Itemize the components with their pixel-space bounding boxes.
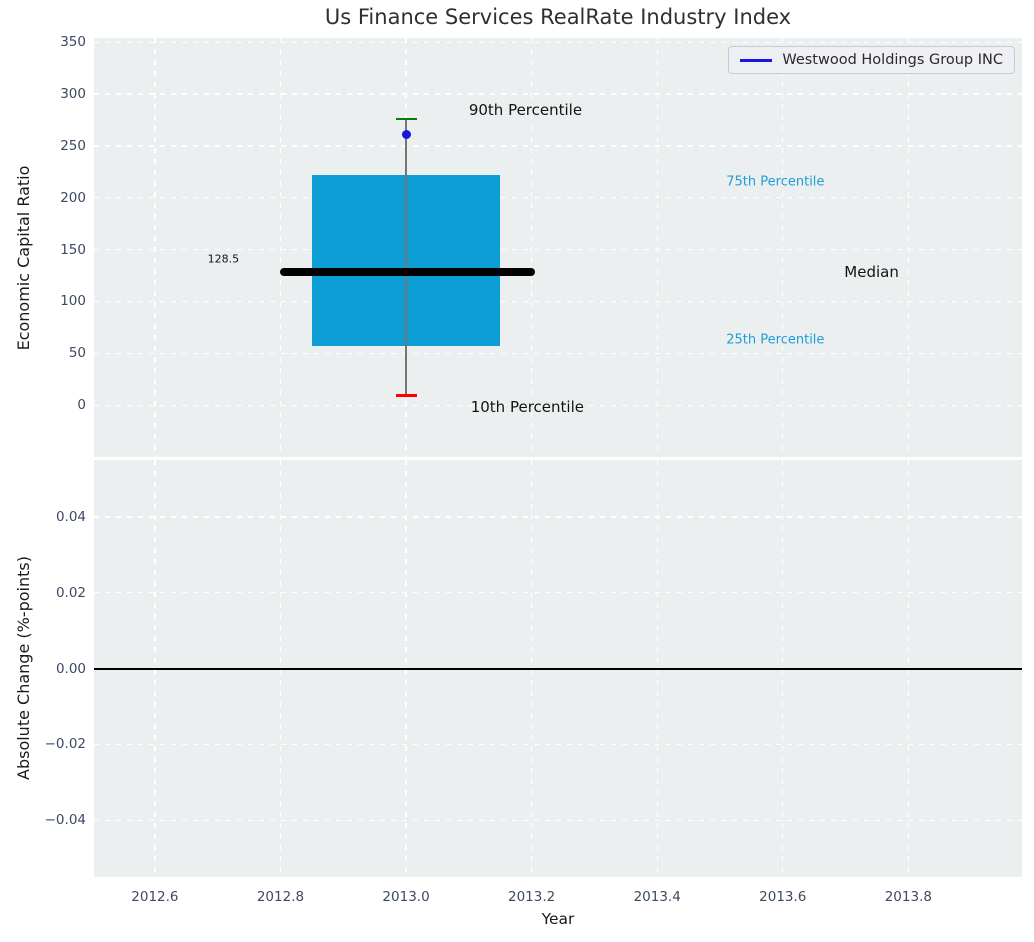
y-gridline [94, 592, 1022, 594]
y-gridline [94, 300, 1022, 303]
y-tick-label: 150 [60, 241, 86, 258]
y-gridline [94, 41, 1022, 43]
x-tick-label: 2013.0 [382, 889, 430, 905]
y-tick-label: 350 [60, 34, 86, 51]
annotation-median: Median [844, 262, 899, 281]
x-tick-label: 2012.8 [256, 889, 305, 905]
zero-line [94, 667, 1022, 670]
company-point-dot [401, 129, 411, 139]
whisker-line [405, 118, 407, 396]
economic-capital-ratio-panel: 128.5 90th Percentile 10th Percentile 75th … [94, 38, 1022, 457]
y-tick-label: 0.02 [55, 584, 86, 601]
y-tick-label: 0 [77, 397, 86, 414]
y-gridline [94, 248, 1022, 251]
legend-series-label: Westwood Holdings Group INC [782, 52, 1003, 68]
y-tick-label: 0.04 [55, 508, 86, 525]
annotation-128-5: 128.5 [207, 252, 240, 266]
annotation-25th-percentile: 25th Percentile [726, 332, 825, 348]
legend-line-sample-icon [740, 58, 773, 62]
x-tick-label: 2013.2 [508, 889, 556, 905]
y-gridline [94, 145, 1022, 147]
y-gridline [94, 352, 1022, 354]
x-tick-label: 2013.4 [633, 889, 681, 905]
y-gridline [94, 93, 1022, 95]
y-tick-label: 200 [60, 189, 86, 206]
whisker-cap-10th [395, 394, 417, 398]
x-gridline [656, 38, 658, 457]
annotation-90th-percentile: 90th Percentile [468, 100, 583, 119]
x-tick-label: 2013.8 [884, 889, 932, 905]
annotation-10th-percentile: 10th Percentile [470, 398, 584, 417]
annotation-75th-percentile: 75th Percentile [726, 174, 825, 190]
legend-box: Westwood Holdings Group INC [728, 46, 1015, 74]
y-tick-label: 250 [60, 137, 86, 154]
y-tick-label: 0.00 [55, 660, 86, 677]
y-tick-label: 50 [68, 345, 86, 362]
x-gridline [531, 38, 533, 457]
x-gridline [279, 38, 282, 457]
median-line [280, 267, 535, 276]
x-gridline [154, 38, 156, 457]
x-gridline [782, 38, 784, 457]
y-gridline [94, 743, 1022, 745]
chart-title: Us Finance Services RealRate Industry In… [324, 5, 792, 29]
x-tick-label: 2013.6 [759, 889, 807, 905]
y-gridline [94, 516, 1022, 518]
y-tick-label: 300 [60, 86, 86, 102]
y-tick-label: 100 [60, 293, 86, 310]
y-tick-label: −0.02 [44, 736, 86, 753]
y-gridline [94, 404, 1022, 406]
x-axis-label-year: Year [541, 910, 575, 928]
y-gridline [94, 197, 1022, 199]
whisker-cap-90th [395, 117, 417, 121]
absolute-change-panel [94, 460, 1022, 877]
x-gridline [907, 38, 910, 457]
x-tick-label: 2012.6 [131, 889, 179, 905]
y-gridline [94, 819, 1022, 821]
y-tick-label: −0.04 [44, 812, 86, 829]
